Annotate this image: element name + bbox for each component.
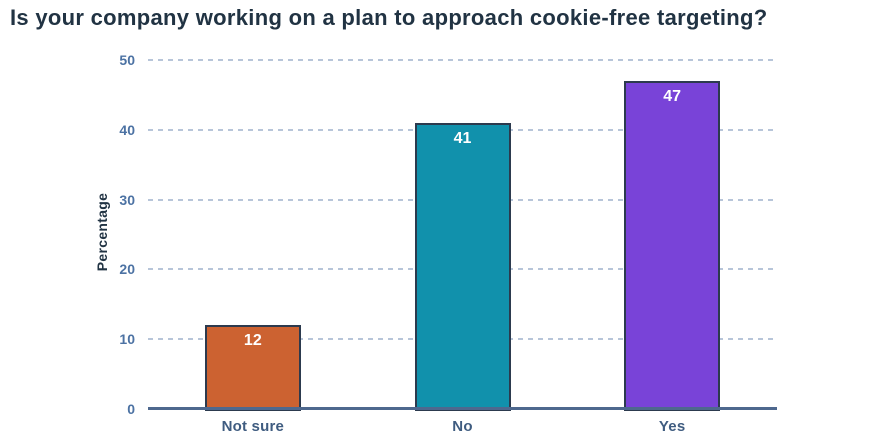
bar-value-label: 41 <box>453 129 472 147</box>
gridline-50 <box>148 59 777 61</box>
bar-value-label: 47 <box>663 87 682 105</box>
y-tick-label-50: 50 <box>119 52 135 68</box>
y-tick-label-0: 0 <box>127 401 135 417</box>
x-tick-label-no: No <box>452 418 473 435</box>
chart-title: Is your company working on a plan to app… <box>10 5 768 30</box>
y-tick-label-20: 20 <box>119 261 135 278</box>
y-tick-label-10: 10 <box>119 331 135 348</box>
bar-yes: 47 <box>624 80 721 411</box>
x-axis-line <box>148 407 777 410</box>
y-tick-label-40: 40 <box>119 121 135 138</box>
x-tick-label-yes: Yes <box>658 418 686 435</box>
bar-no: 41 <box>414 122 511 411</box>
bar-value-label: 12 <box>243 332 262 350</box>
bar-not-sure: 12 <box>204 325 301 411</box>
x-tick-label-not-sure: Not sure <box>221 418 285 435</box>
y-tick-label-30: 30 <box>119 191 135 208</box>
